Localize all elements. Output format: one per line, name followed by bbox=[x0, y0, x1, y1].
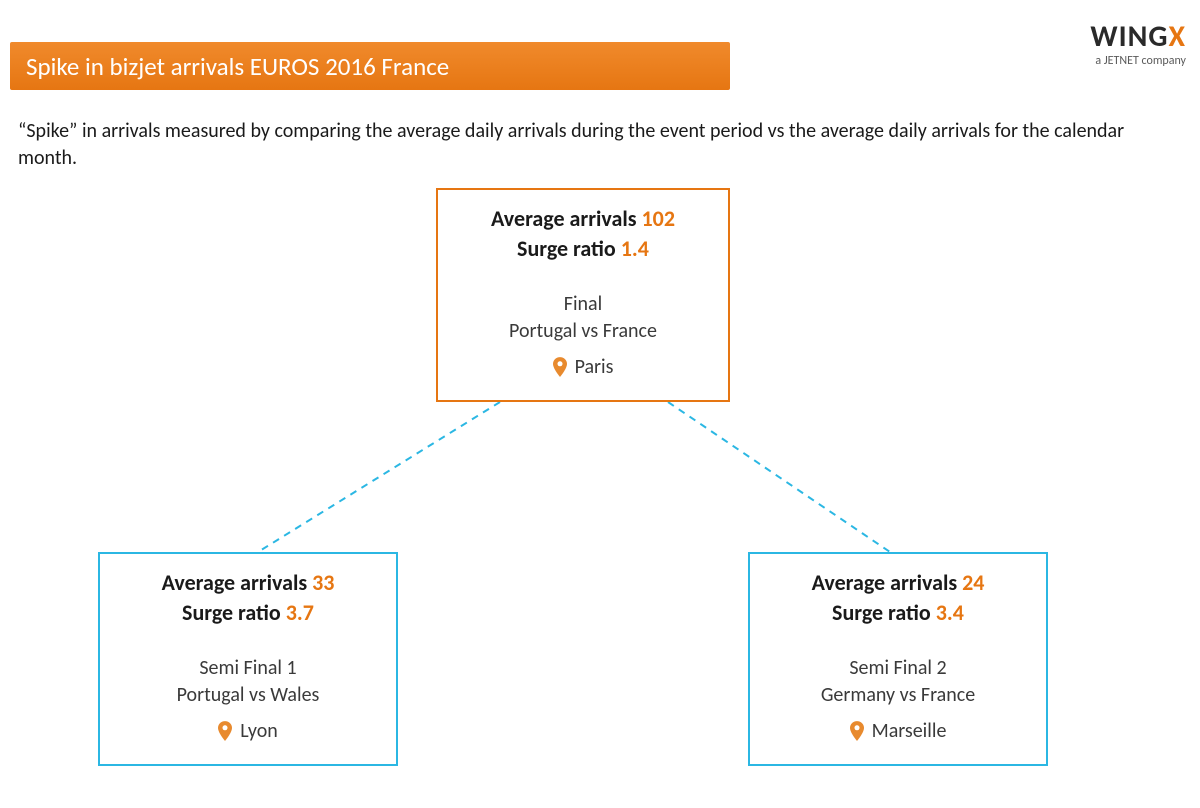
avg-value: 33 bbox=[312, 569, 334, 596]
avg-arrivals-line: Average arrivals 33 bbox=[112, 568, 384, 598]
location-pin-icon bbox=[218, 721, 232, 741]
node-semi-final-1: Average arrivals 33 Surge ratio 3.7 Semi… bbox=[98, 552, 398, 766]
surge-ratio-line: Surge ratio 3.4 bbox=[762, 598, 1034, 628]
connector-left bbox=[258, 402, 500, 552]
surge-ratio-line: Surge ratio 1.4 bbox=[450, 234, 716, 264]
avg-label: Average arrivals bbox=[162, 569, 308, 596]
surge-label: Surge ratio bbox=[182, 599, 281, 626]
stage-label: Semi Final 2 bbox=[762, 655, 1034, 682]
match-label: Portugal vs France bbox=[450, 318, 716, 345]
location-name: Marseille bbox=[872, 719, 947, 743]
location-line: Marseille bbox=[762, 719, 1034, 743]
avg-value: 24 bbox=[962, 569, 984, 596]
stage-label: Final bbox=[450, 291, 716, 318]
stage-label: Semi Final 1 bbox=[112, 655, 384, 682]
avg-arrivals-line: Average arrivals 24 bbox=[762, 568, 1034, 598]
surge-value: 1.4 bbox=[621, 235, 649, 262]
surge-label: Surge ratio bbox=[832, 599, 931, 626]
avg-label: Average arrivals bbox=[491, 205, 637, 232]
match-label: Germany vs France bbox=[762, 682, 1034, 709]
avg-arrivals-line: Average arrivals 102 bbox=[450, 204, 716, 234]
node-semi-final-2: Average arrivals 24 Surge ratio 3.4 Semi… bbox=[748, 552, 1048, 766]
surge-ratio-line: Surge ratio 3.7 bbox=[112, 598, 384, 628]
location-line: Lyon bbox=[112, 719, 384, 743]
location-name: Lyon bbox=[240, 719, 278, 743]
node-final: Average arrivals 102 Surge ratio 1.4 Fin… bbox=[436, 188, 730, 402]
avg-label: Average arrivals bbox=[812, 569, 958, 596]
location-pin-icon bbox=[850, 721, 864, 741]
avg-value: 102 bbox=[642, 205, 675, 232]
surge-value: 3.4 bbox=[936, 599, 964, 626]
connector-right bbox=[668, 402, 890, 552]
location-line: Paris bbox=[450, 355, 716, 379]
match-label: Portugal vs Wales bbox=[112, 682, 384, 709]
location-pin-icon bbox=[553, 357, 567, 377]
surge-value: 3.7 bbox=[286, 599, 314, 626]
surge-label: Surge ratio bbox=[517, 235, 616, 262]
location-name: Paris bbox=[575, 355, 614, 379]
